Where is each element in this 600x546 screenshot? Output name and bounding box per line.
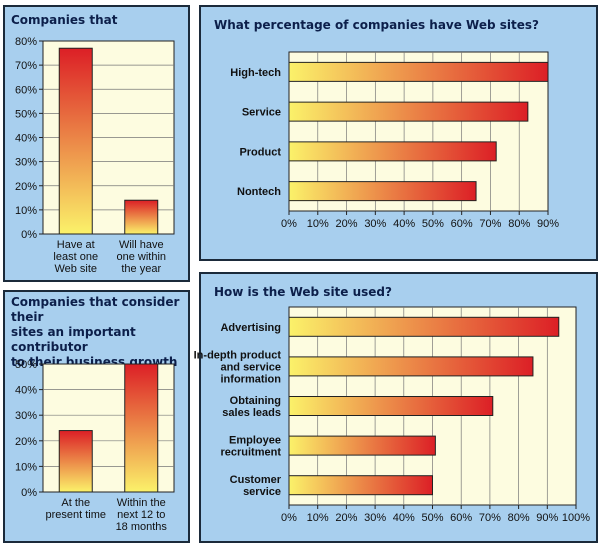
panel-web-sites: What percentage of companies have Web si…: [199, 5, 598, 261]
x-tick-label: 90%: [537, 218, 559, 230]
x-category-label: Have at least one Web site: [53, 239, 98, 275]
bar: [124, 363, 159, 493]
x-tick-label: 60%: [450, 512, 472, 524]
panel-companies-that: Companies that 0% 10% 20% 30% 40% 50% 60% 70% 80…: [3, 5, 190, 282]
y-tick-label: 10%: [15, 205, 37, 217]
y-tick-label: 20%: [15, 181, 37, 193]
x-tick-label: 30%: [364, 512, 386, 524]
y-category-label: Obtaining sales leads: [222, 395, 281, 419]
x-category-label: Will have one within the year: [116, 239, 166, 275]
y-tick-label: 0%: [21, 487, 37, 499]
bar: [288, 475, 433, 496]
x-tick-label: 40%: [393, 218, 415, 230]
x-tick-label: 60%: [451, 218, 473, 230]
x-tick-label: 80%: [508, 218, 530, 230]
x-category-label: At the present time: [45, 497, 106, 521]
x-tick-label: 30%: [364, 218, 386, 230]
y-category-label: Employee recruitment: [220, 435, 281, 459]
x-tick-label: 90%: [536, 512, 558, 524]
x-tick-label: 50%: [421, 512, 443, 524]
bar: [288, 396, 494, 416]
x-tick-label: 0%: [281, 218, 297, 230]
bar: [124, 199, 159, 235]
y-category-label: Customer service: [230, 474, 282, 498]
chart-contributor: 0% 10% 20% 30% 40% 50% At the present time Withi…: [15, 359, 175, 533]
x-tick-label: 100%: [562, 512, 590, 524]
y-tick-label: 50%: [15, 108, 37, 120]
y-category-label: Advertising: [220, 322, 281, 334]
chart-web-sites: 0% 10% 20% 30% 40% 50% 60% 70% 80% 90% High-tech Se…: [230, 51, 559, 230]
bar: [58, 47, 93, 235]
x-tick-label: 10%: [307, 512, 329, 524]
bar: [288, 356, 534, 377]
y-category-label: Service: [242, 107, 281, 119]
bar: [58, 430, 93, 493]
chart-title: How is the Web site used?: [214, 285, 392, 299]
y-tick-label: 70%: [15, 60, 37, 72]
chart-title: What percentage of companies have Web si…: [214, 18, 540, 32]
bar: [288, 181, 477, 202]
y-tick-label: 20%: [15, 436, 37, 448]
x-tick-label: 20%: [335, 512, 357, 524]
chart-usage: 0% 10% 20% 30% 40% 50% 60% 70% 80% 90% 100% Adverti…: [194, 306, 590, 524]
y-tick-label: 0%: [21, 229, 37, 241]
x-tick-label: 50%: [422, 218, 444, 230]
y-tick-label: 50%: [15, 359, 37, 371]
x-tick-label: 20%: [336, 218, 358, 230]
y-tick-label: 10%: [15, 461, 37, 473]
y-category-label: In-depth product and service information: [194, 349, 282, 385]
panel-usage: How is the Web site used? 0% 10% 20% 30% 40%…: [194, 272, 598, 543]
x-tick-label: 70%: [479, 218, 501, 230]
y-tick-label: 40%: [15, 385, 37, 397]
x-tick-label: 40%: [393, 512, 415, 524]
chart-title: Companies that: [11, 13, 118, 27]
y-category-label: Nontech: [237, 186, 281, 198]
y-category-label: Product: [239, 146, 281, 158]
y-tick-label: 30%: [15, 410, 37, 422]
y-tick-label: 40%: [15, 133, 37, 145]
x-tick-label: 80%: [508, 512, 530, 524]
x-tick-label: 10%: [307, 218, 329, 230]
x-tick-label: 70%: [479, 512, 501, 524]
y-category-label: High-tech: [230, 67, 281, 79]
y-tick-label: 30%: [15, 157, 37, 169]
panel-contributor: Companies that consider their sites an i…: [3, 290, 190, 543]
bar: [288, 61, 549, 82]
y-tick-label: 60%: [15, 84, 37, 96]
chart-companies-that: 0% 10% 20% 30% 40% 50% 60% 70% 80% Have at least o…: [15, 36, 175, 275]
bar: [288, 316, 560, 337]
x-tick-label: 0%: [281, 512, 297, 524]
x-category-label: Within the next 12 to 18 months: [116, 497, 168, 533]
bar: [288, 435, 436, 456]
bar: [288, 101, 529, 122]
bar: [288, 141, 497, 162]
y-tick-label: 80%: [15, 36, 37, 48]
